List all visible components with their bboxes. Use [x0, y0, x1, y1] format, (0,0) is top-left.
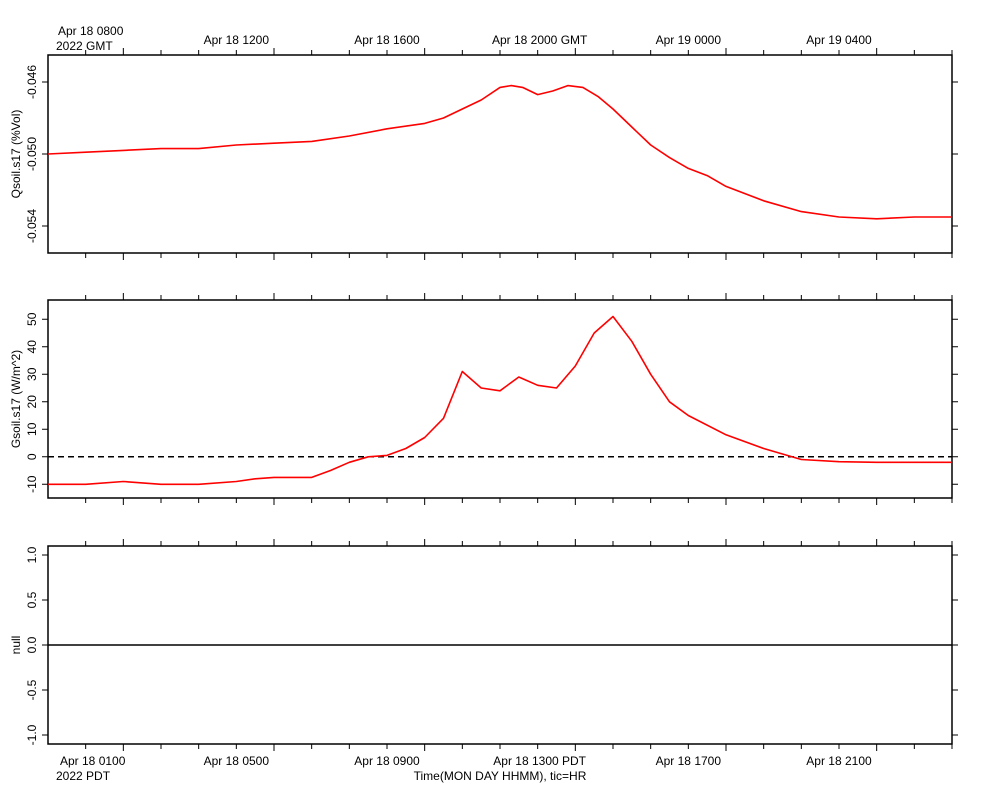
y-tick-label: -0.5	[25, 679, 39, 700]
y-tick-label: -10	[25, 475, 39, 493]
top-first-label-line2: 2022 GMT	[56, 39, 113, 53]
bottom-tick-label: Apr 18 0900	[354, 754, 420, 768]
top-tick-label: Apr 19 0400	[806, 33, 872, 47]
top-tick-label: Apr 18 1200	[204, 33, 270, 47]
y-tick-label: 20	[25, 395, 39, 409]
bottom-tick-label: Apr 18 1700	[656, 754, 722, 768]
bottom-tick-label: Apr 18 0500	[204, 754, 270, 768]
y-tick-label: 10	[25, 422, 39, 436]
y-tick-label: -1.0	[25, 724, 39, 745]
plot-frame	[47, 299, 953, 499]
y-axis-title: Gsoil.s17 (W/m^2)	[9, 350, 23, 448]
y-tick-label: 30	[25, 367, 39, 381]
y-axis-title: null	[9, 636, 23, 655]
panel-2: -10 0 10 20 30 40 50 Gsoil.s17 (W/m^2)	[9, 293, 958, 505]
y-axis-title: Qsoil.s17 (%Vol)	[9, 110, 23, 199]
y-tick-label: -0.046	[25, 65, 39, 99]
y-tick-label: 0.0	[25, 636, 39, 653]
series-line	[48, 315, 952, 486]
top-tick-label: Apr 18 2000 GMT	[492, 33, 588, 47]
bottom-first-label-line2: 2022 PDT	[56, 769, 111, 783]
panel-3: -1.0 -0.5 0.0 0.5 1.0 null Apr 18 0500 Apr 18 0…	[9, 539, 958, 768]
y-tick-label: 50	[25, 312, 39, 326]
bottom-first-label-line1: Apr 18 0100	[60, 754, 126, 768]
series-line	[47, 84, 952, 220]
top-tick-label: Apr 18 1600	[354, 33, 420, 47]
y-tick-label: 0.5	[25, 591, 39, 608]
y-tick-label: 0	[25, 453, 39, 460]
bottom-tick-label: Apr 18 1300 PDT	[493, 754, 586, 768]
top-first-label-line1: Apr 18 0800	[58, 24, 124, 38]
y-tick-label: 40	[25, 340, 39, 354]
plot-frame	[47, 54, 953, 254]
y-tick-label: -0.054	[25, 209, 39, 243]
y-tick-label: -0.050	[25, 137, 39, 171]
bottom-tick-label: Apr 18 2100	[806, 754, 872, 768]
x-axis-title: Time(MON DAY HHMM), tic=HR	[414, 769, 587, 783]
y-tick-label: 1.0	[25, 546, 39, 563]
top-tick-label: Apr 19 0000	[656, 33, 722, 47]
